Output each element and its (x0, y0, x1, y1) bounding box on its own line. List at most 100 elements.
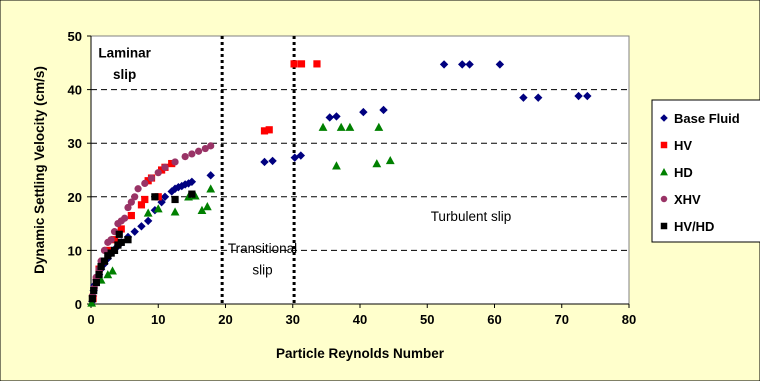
data-point (115, 230, 123, 238)
data-point (534, 93, 543, 102)
x-axis-title: Particle Reynolds Number (276, 346, 445, 361)
data-point (195, 147, 203, 155)
data-point (439, 60, 449, 69)
data-point (124, 236, 132, 244)
data-point (574, 91, 583, 101)
data-point (345, 122, 355, 131)
data-point (359, 107, 368, 117)
data-point (519, 93, 528, 102)
data-point (379, 105, 388, 115)
data-point (131, 193, 139, 201)
data-point (88, 295, 96, 303)
series-hv-hd (88, 190, 196, 303)
data-point (151, 193, 159, 201)
data-point (332, 161, 341, 170)
annotation-label: Laminar (98, 45, 151, 60)
legend-marker (660, 195, 668, 203)
legend-marker (660, 168, 668, 176)
data-point (171, 195, 179, 204)
x-tick-label: 0 (87, 312, 94, 327)
data-point (206, 184, 216, 193)
x-tick-label: 80 (622, 312, 636, 327)
data-point (202, 202, 212, 211)
data-point (260, 157, 269, 167)
y-tick-label: 10 (68, 243, 82, 258)
y-tick-label: 20 (68, 190, 82, 205)
data-point (134, 185, 142, 193)
data-point (170, 207, 180, 216)
data-point (188, 190, 196, 198)
data-point (188, 150, 196, 158)
annotation-label: Turbulent slip (431, 209, 512, 224)
data-point (87, 298, 97, 307)
data-point (141, 195, 149, 204)
data-point (108, 266, 117, 275)
data-point (374, 122, 384, 131)
data-point (153, 204, 163, 213)
data-point (107, 236, 115, 244)
data-point (95, 270, 103, 279)
legend-marker (660, 114, 668, 122)
data-point (318, 122, 328, 131)
data-point (110, 246, 119, 254)
data-point (336, 122, 346, 131)
x-tick-label: 30 (286, 312, 300, 327)
y-axis-title: Dynamic Settling Velocity (cm/s) (32, 66, 47, 274)
data-point (143, 208, 153, 217)
y-tick-label: 40 (68, 83, 82, 98)
data-point (458, 60, 467, 69)
data-point (197, 205, 207, 214)
data-point (201, 144, 209, 153)
data-point (147, 174, 156, 182)
data-point (130, 227, 139, 236)
data-point (207, 142, 215, 150)
annotations: Laminar slip Transitional slip Turbulent sli… (98, 45, 511, 277)
data-point (161, 163, 169, 171)
data-point (100, 257, 109, 265)
data-point (141, 179, 149, 187)
x-tick-label: 40 (353, 312, 367, 327)
data-point (127, 198, 135, 206)
plot-area (90, 35, 630, 305)
legend-label: XHV (674, 192, 701, 207)
data-point (332, 112, 341, 121)
data-point (97, 262, 105, 271)
x-tick-label: 70 (555, 312, 569, 327)
data-point (187, 177, 197, 186)
data-point (121, 214, 129, 222)
x-tick-label: 20 (218, 312, 232, 327)
data-point (137, 222, 146, 231)
legend-marker (660, 141, 668, 149)
data-point (313, 60, 321, 68)
data-points (87, 60, 592, 307)
legend-label: HV/HD (674, 219, 714, 234)
data-point (325, 113, 334, 122)
legend-label: HD (674, 165, 693, 180)
data-point (296, 151, 306, 160)
data-point (143, 216, 153, 226)
data-point (206, 171, 215, 180)
x-tick-label: 50 (420, 312, 434, 327)
data-point (268, 156, 277, 166)
x-tick-label: 10 (151, 312, 165, 327)
data-point (260, 127, 269, 135)
legend-label: HV (674, 138, 692, 153)
data-point (117, 225, 125, 233)
data-point (117, 238, 125, 246)
data-point (103, 270, 113, 279)
legend-label: Base Fluid (674, 111, 740, 126)
regime-boundaries (220, 36, 296, 304)
data-point (265, 126, 273, 134)
data-point (297, 60, 306, 68)
data-point (137, 201, 146, 209)
data-point (90, 287, 98, 295)
annotation-label: Transitional (228, 241, 297, 256)
y-tick-label: 0 (75, 297, 82, 312)
legend-box (651, 99, 760, 243)
data-point (124, 203, 132, 212)
data-point (154, 169, 162, 177)
data-point (92, 278, 100, 287)
data-point (372, 159, 382, 168)
